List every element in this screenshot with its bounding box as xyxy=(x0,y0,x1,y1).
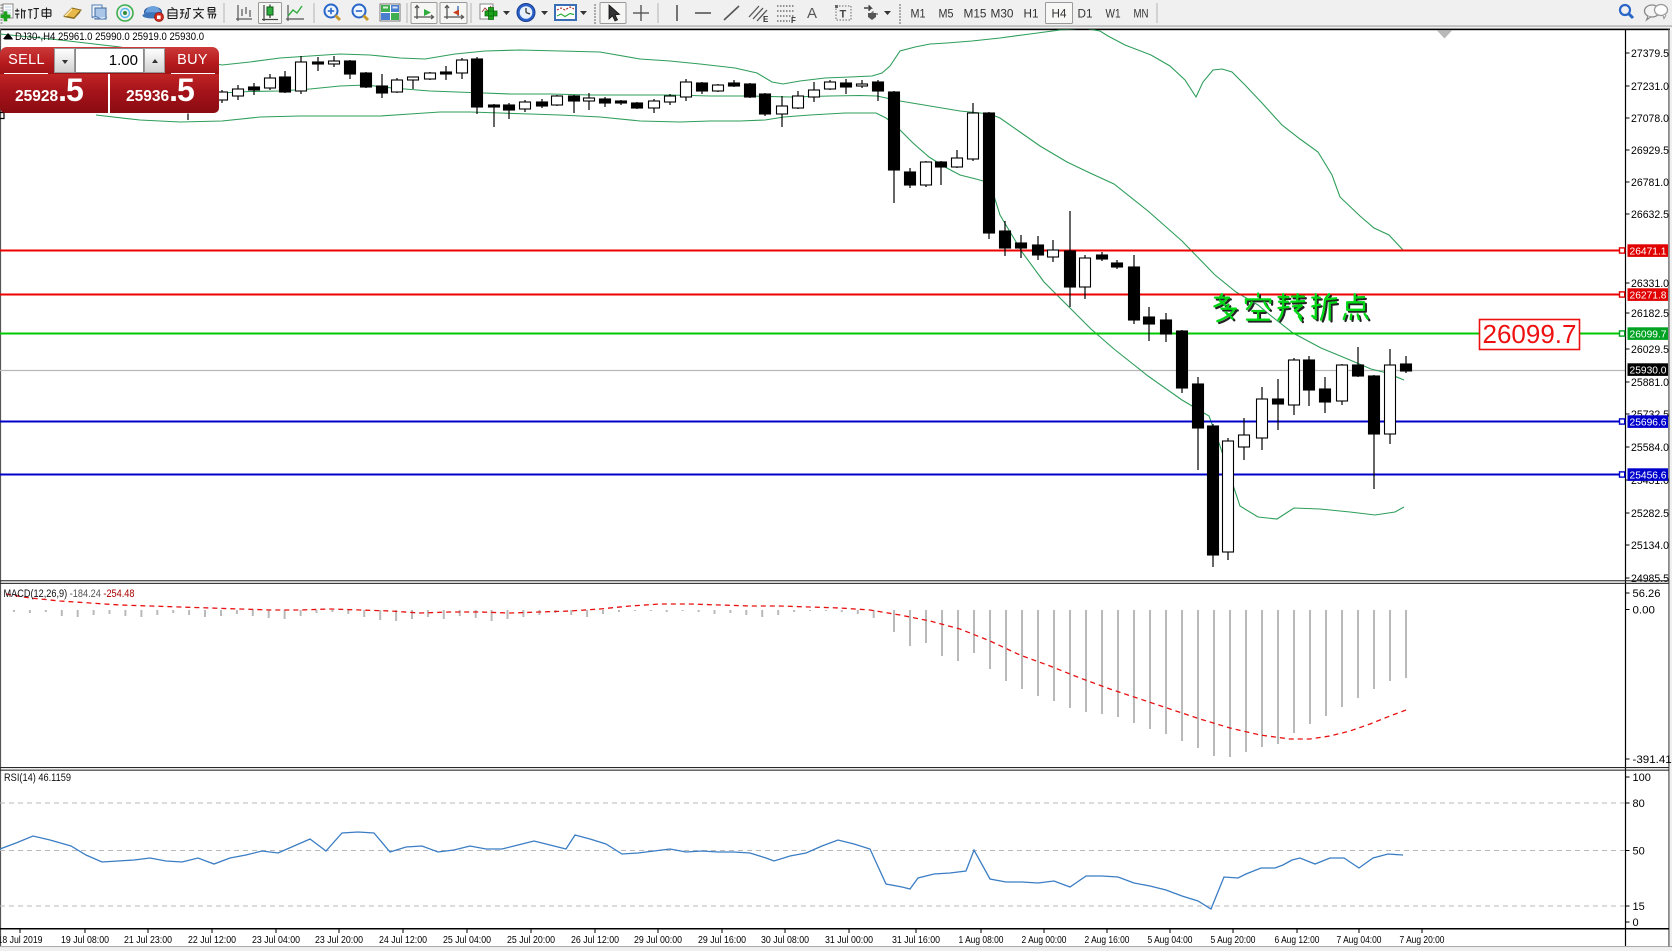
svg-text:0: 0 xyxy=(1633,917,1639,929)
svg-text:25282.5: 25282.5 xyxy=(1631,508,1669,520)
svg-text:W1: W1 xyxy=(1106,9,1121,21)
svg-text:26331.0: 26331.0 xyxy=(1631,278,1669,290)
svg-text:23 Jul 20:00: 23 Jul 20:00 xyxy=(315,934,363,946)
svg-text:A: A xyxy=(807,5,817,22)
svg-text:25 Jul 20:00: 25 Jul 20:00 xyxy=(507,934,555,946)
svg-text:50: 50 xyxy=(1633,846,1645,858)
svg-text:27078.0: 27078.0 xyxy=(1631,113,1669,125)
svg-text:100: 100 xyxy=(1633,772,1651,784)
svg-text:56.26: 56.26 xyxy=(1633,588,1661,600)
svg-text:E: E xyxy=(763,15,769,24)
svg-text:80: 80 xyxy=(1633,798,1645,810)
svg-text:MN: MN xyxy=(1134,9,1149,21)
svg-text:26 Jul 12:00: 26 Jul 12:00 xyxy=(571,934,619,946)
svg-text:18 Jul 2019: 18 Jul 2019 xyxy=(0,934,43,946)
svg-text:25456.6: 25456.6 xyxy=(1630,470,1667,482)
svg-text:31 Jul 00:00: 31 Jul 00:00 xyxy=(825,934,873,946)
svg-text:26271.8: 26271.8 xyxy=(1630,290,1667,302)
svg-text:5 Aug 20:00: 5 Aug 20:00 xyxy=(1211,934,1256,946)
svg-text:26182.5: 26182.5 xyxy=(1631,308,1669,320)
svg-text:D1: D1 xyxy=(1078,9,1093,21)
svg-text:DJ30-,H4 25961.0 25990.0 2591: DJ30-,H4 25961.0 25990.0 25919.0 25930.0 xyxy=(15,31,204,43)
svg-text:24985.5: 24985.5 xyxy=(1631,573,1669,585)
svg-text:M15: M15 xyxy=(964,9,987,21)
svg-text:0.00: 0.00 xyxy=(1633,605,1655,617)
svg-text:M1: M1 xyxy=(911,9,926,21)
svg-text:29 Jul 00:00: 29 Jul 00:00 xyxy=(634,934,682,946)
svg-text:25 Jul 04:00: 25 Jul 04:00 xyxy=(443,934,491,946)
svg-text:T: T xyxy=(840,9,847,21)
svg-text:25584.0: 25584.0 xyxy=(1631,442,1669,454)
svg-text:2 Aug 16:00: 2 Aug 16:00 xyxy=(1085,934,1130,946)
svg-text:25881.0: 25881.0 xyxy=(1631,377,1669,389)
svg-text:26632.5: 26632.5 xyxy=(1631,209,1669,221)
svg-text:2 Aug 00:00: 2 Aug 00:00 xyxy=(1022,934,1067,946)
svg-text:24 Jul 12:00: 24 Jul 12:00 xyxy=(379,934,427,946)
svg-text:M30: M30 xyxy=(991,9,1014,21)
svg-text:H4: H4 xyxy=(1052,9,1068,21)
svg-text:26929.5: 26929.5 xyxy=(1631,145,1669,157)
svg-text:25696.6: 25696.6 xyxy=(1630,417,1667,429)
svg-text:5 Aug 04:00: 5 Aug 04:00 xyxy=(1148,934,1193,946)
svg-text:MACD(12,26,9) -184.24 -254.48: MACD(12,26,9) -184.24 -254.48 xyxy=(4,588,135,600)
svg-text:7 Aug 20:00: 7 Aug 20:00 xyxy=(1400,934,1445,946)
svg-text:25930.0: 25930.0 xyxy=(1630,365,1667,377)
svg-text:30 Jul 08:00: 30 Jul 08:00 xyxy=(761,934,809,946)
svg-text:1 Aug 08:00: 1 Aug 08:00 xyxy=(959,934,1004,946)
svg-text:26099.7: 26099.7 xyxy=(1630,329,1667,341)
svg-text:27379.5: 27379.5 xyxy=(1631,48,1669,60)
svg-text:RSI(14) 46.1159: RSI(14) 46.1159 xyxy=(4,772,71,784)
svg-text:7 Aug 04:00: 7 Aug 04:00 xyxy=(1337,934,1382,946)
svg-text:15: 15 xyxy=(1633,901,1645,913)
svg-text:19 Jul 08:00: 19 Jul 08:00 xyxy=(61,934,109,946)
svg-text:26471.1: 26471.1 xyxy=(1630,246,1667,258)
svg-text:31 Jul 16:00: 31 Jul 16:00 xyxy=(892,934,940,946)
svg-text:27231.0: 27231.0 xyxy=(1631,81,1669,93)
svg-text:26781.0: 26781.0 xyxy=(1631,177,1669,189)
svg-text:6 Aug 12:00: 6 Aug 12:00 xyxy=(1275,934,1320,946)
svg-text:M5: M5 xyxy=(939,9,954,21)
svg-text:H1: H1 xyxy=(1024,9,1039,21)
svg-text:25134.0: 25134.0 xyxy=(1631,540,1669,552)
svg-text:F: F xyxy=(791,16,796,25)
svg-text:22 Jul 12:00: 22 Jul 12:00 xyxy=(188,934,236,946)
svg-text:26099.7: 26099.7 xyxy=(1483,319,1577,349)
svg-text:29 Jul 16:00: 29 Jul 16:00 xyxy=(698,934,746,946)
svg-text:-391.41: -391.41 xyxy=(1633,754,1672,766)
svg-text:26029.5: 26029.5 xyxy=(1631,344,1669,356)
svg-text:21 Jul 23:00: 21 Jul 23:00 xyxy=(124,934,172,946)
svg-text:23 Jul 04:00: 23 Jul 04:00 xyxy=(252,934,300,946)
